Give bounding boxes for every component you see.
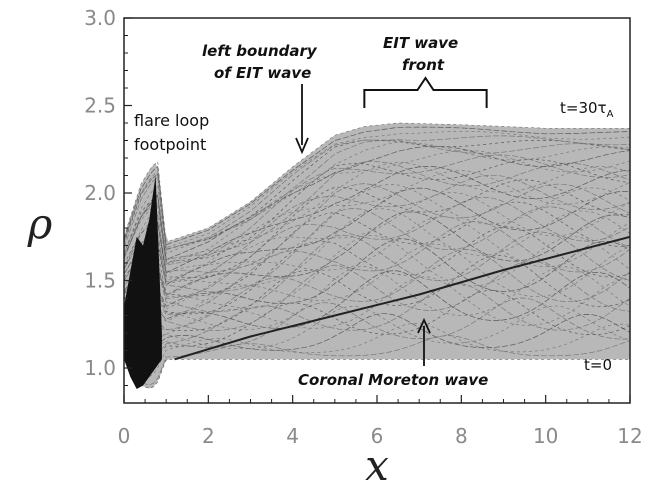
time-trace (124, 183, 630, 273)
wave-envelope (124, 123, 630, 389)
time-trace (124, 208, 630, 294)
x-tick-label: 6 (371, 424, 384, 448)
time-trace (124, 166, 630, 275)
time-trace (124, 174, 630, 282)
time-trace (124, 313, 630, 361)
moreton-arrow-head (417, 317, 431, 334)
x-axis-ticks: 0 2 4 6 8 10 12 (118, 395, 643, 448)
x-tick-label: 10 (533, 424, 558, 448)
time-trace (124, 297, 630, 348)
time-trace (124, 335, 630, 386)
time-trace (124, 221, 630, 316)
annotation-eit-front-1: EIT wave (383, 34, 458, 52)
time-trace (124, 141, 630, 254)
time-trace (124, 150, 630, 265)
x-axis-title: x (365, 441, 389, 490)
x-tick-label: 12 (617, 424, 642, 448)
time-trace (124, 126, 630, 246)
time-trace (124, 238, 630, 321)
time-trace (124, 254, 630, 332)
annotation-left-boundary-1: left boundary (202, 42, 318, 60)
annotation-eit-front-2: front (402, 56, 445, 74)
time-trace (124, 322, 630, 378)
time-trace (124, 216, 630, 310)
time-trace (124, 211, 630, 307)
time-trace (124, 243, 630, 331)
time-trace (124, 122, 630, 243)
x-tick-label: 8 (455, 424, 468, 448)
time-trace (124, 179, 630, 278)
time-trace (124, 260, 630, 332)
time-trace (124, 170, 630, 281)
x-tick-label: 4 (286, 424, 299, 448)
time-trace (124, 290, 630, 359)
y-tick-label: 3.0 (84, 6, 116, 30)
time-trace (124, 154, 630, 266)
label-t-start: t=0 (584, 356, 612, 374)
flare-footpoint-region (124, 175, 162, 389)
time-trace (124, 249, 630, 334)
time-trace (124, 145, 630, 260)
label-t-end: t=30τA (560, 99, 614, 120)
annotation-flare-loop-1: flare loop (134, 111, 209, 130)
time-trace (124, 231, 630, 313)
time-trace (124, 187, 630, 291)
time-trace (124, 206, 630, 293)
x-tick-label: 0 (118, 424, 131, 448)
time-trace (124, 159, 630, 263)
annotation-flare-loop-2: footpoint (134, 135, 206, 154)
moreton-front-line (174, 235, 630, 361)
time-trace (124, 305, 630, 350)
x-tick-label: 2 (202, 424, 215, 448)
y-axis-ticks: 1.0 1.5 2.0 2.5 3.0 (84, 6, 132, 386)
annotation-left-boundary-2: of EIT wave (214, 64, 311, 82)
time-trace (124, 192, 630, 296)
time-trace (124, 266, 630, 330)
y-tick-label: 1.5 (84, 269, 116, 293)
time-trace (124, 270, 630, 335)
y-axis-title: ρ (27, 199, 53, 248)
annotation-moreton: Coronal Moreton wave (298, 371, 488, 389)
y-tick-label: 2.5 (84, 94, 116, 118)
time-trace (124, 130, 630, 249)
y-tick-label: 2.0 (84, 181, 116, 205)
time-trace (124, 226, 630, 315)
time-trace (124, 161, 630, 269)
y-tick-label: 1.0 (84, 356, 116, 380)
time-trace (124, 135, 630, 250)
time-trace (124, 139, 630, 251)
eit-front-brace (363, 76, 488, 108)
time-traces (124, 122, 630, 389)
left-boundary-arrow-head (295, 137, 309, 155)
time-trace (124, 283, 630, 362)
time-trace (124, 201, 630, 297)
time-trace (124, 196, 630, 299)
